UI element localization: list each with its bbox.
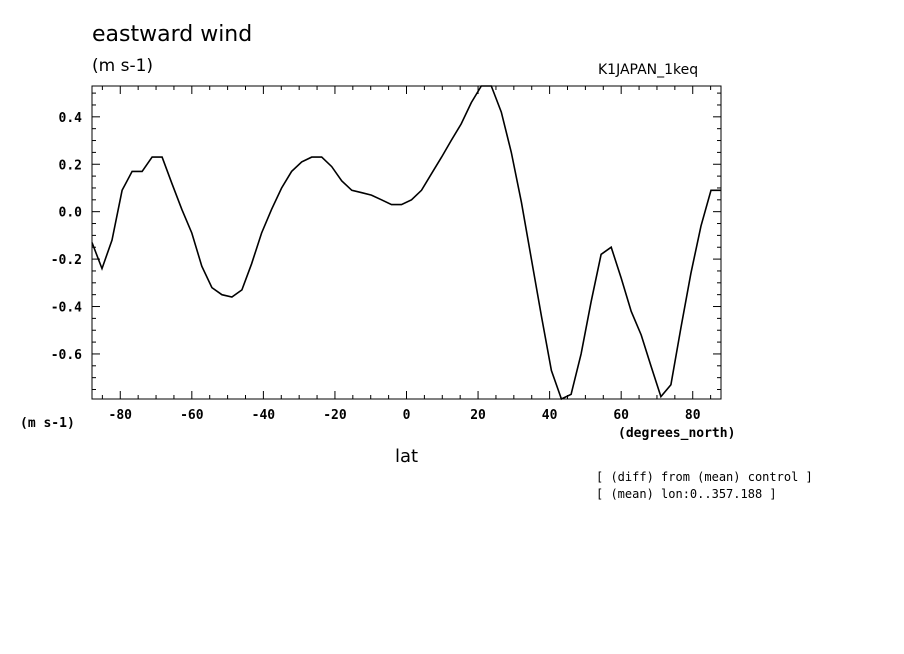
note-mean: [ (mean) lon:0..357.188 ]	[596, 487, 777, 501]
dataset-name: K1JAPAN_1keq	[598, 62, 699, 78]
x-tick-label: 20	[470, 408, 486, 423]
y-axis-units: (m s-1)	[20, 416, 75, 431]
x-tick-label: -40	[252, 408, 276, 423]
y-tick-label: -0.4	[51, 301, 82, 316]
x-tick-label: 80	[685, 408, 701, 423]
chart-units: (m s-1)	[92, 56, 154, 76]
y-tick-label: -0.6	[51, 348, 82, 363]
tick-labels: -80 -60 -40 -20 0 20 40 60 80 -0.6 -0.4 -0.2 0.0 0.2 0…	[51, 111, 701, 423]
y-tick-label: 0.0	[59, 206, 83, 221]
x-tick-label: 0	[403, 408, 411, 423]
x-tick-label: -60	[180, 408, 204, 423]
x-tick-label: -20	[323, 408, 347, 423]
y-tick-label: -0.2	[51, 253, 82, 268]
x-tick-label: 60	[613, 408, 629, 423]
x-tick-label: -80	[109, 408, 133, 423]
x-axis-units: (degrees_north)	[618, 426, 736, 441]
chart-title: eastward wind	[92, 22, 253, 47]
y-tick-label: 0.2	[59, 158, 82, 173]
x-tick-label: 40	[542, 408, 558, 423]
plot-frame	[91, 85, 722, 400]
series-line	[91, 85, 721, 401]
axis-ticks	[92, 86, 721, 399]
y-tick-label: 0.4	[59, 111, 83, 126]
note-diff: [ (diff) from (mean) control ]	[596, 470, 813, 484]
x-axis-label: lat	[395, 446, 419, 467]
